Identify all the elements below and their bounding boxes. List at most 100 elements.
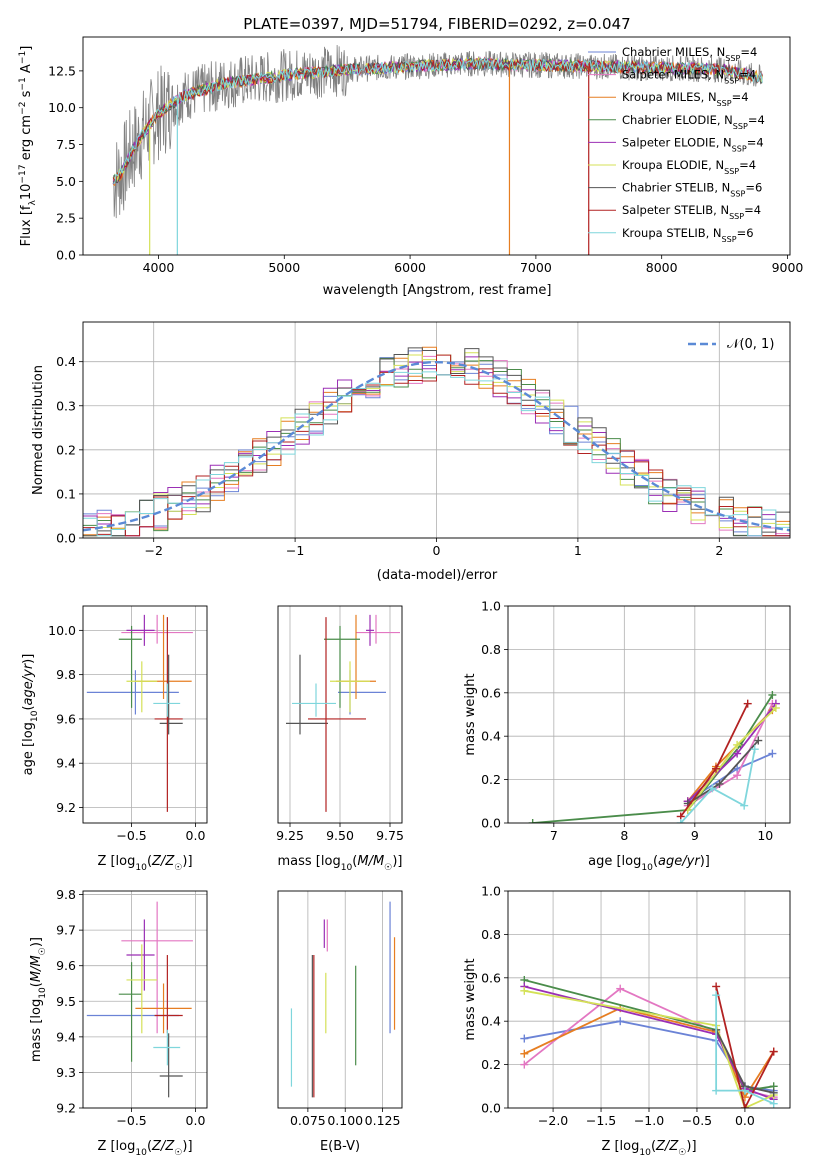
x-tick-label: 4000 <box>143 260 175 275</box>
y-tick-label: 10.0 <box>48 623 76 638</box>
data-point-6 <box>159 1033 183 1098</box>
axes: −0.5 0.0 9.2 9.3 9.4 9.5 9.6 9.7 9.8 <box>56 887 205 1128</box>
label-part: Z/Z <box>151 1139 175 1154</box>
y-tick-label: 0.0 <box>56 531 76 546</box>
y-tick-label: 9.6 <box>56 711 76 726</box>
data-point-8 <box>292 683 336 717</box>
plot-area <box>286 614 400 812</box>
y-axis-label: mass weight <box>463 958 478 1040</box>
x-tick-label: 9.25 <box>276 828 304 843</box>
axes-frame <box>82 36 791 256</box>
label-part: Kroupa ELODIE, N <box>622 158 724 172</box>
label-part: −17 <box>18 164 28 183</box>
data-point-7 <box>308 617 366 812</box>
y-tick-label: 0.8 <box>481 927 501 942</box>
y-tick-label: 0.4 <box>56 354 76 369</box>
y-tick-label: 0.8 <box>481 642 501 657</box>
label-part: =4 <box>732 90 749 104</box>
plot-area <box>528 690 780 823</box>
label-part: ( <box>352 854 357 869</box>
label-part: Kroupa STELIB, N <box>622 226 722 240</box>
y-axis-label: Normed distribution <box>31 365 46 495</box>
y-tick-label: 9.4 <box>56 756 76 771</box>
label-part: =6 <box>737 226 754 240</box>
label-part: ( <box>147 854 152 869</box>
label-part: age/yr <box>21 662 36 705</box>
y-tick-label: 0.1 <box>56 486 76 501</box>
y-tick-label: 9.3 <box>56 1065 76 1080</box>
label-part: )] <box>29 937 44 947</box>
plot-area <box>86 901 193 1098</box>
series-line-7 <box>715 986 775 1108</box>
label-part: )] <box>182 854 192 869</box>
x-tick-label: −0.5 <box>682 1113 712 1128</box>
y-tick-label: 0.2 <box>481 772 501 787</box>
model-spectrum-8 <box>113 57 763 184</box>
y-axis-label: mass weight <box>463 673 478 755</box>
label-part: age [log <box>588 854 641 869</box>
y-tick-label: 0.6 <box>481 970 501 985</box>
legend-entry: Chabrier MILES, NSSP=4 <box>622 45 757 63</box>
y-tick-label: 9.8 <box>56 667 76 682</box>
axes: 9.25 9.50 9.75 <box>276 823 404 843</box>
data-point-3 <box>118 962 142 1062</box>
label-part: SSP <box>724 167 739 176</box>
series-line-5 <box>524 989 775 1108</box>
x-axis-label: (data-model)/error <box>377 568 498 583</box>
label-part: A <box>19 64 34 77</box>
label-part: =4 <box>744 203 761 217</box>
axes-frame <box>507 890 791 1109</box>
label-part: =4 <box>748 113 765 127</box>
x-tick-label: −1 <box>286 543 304 558</box>
label-part: ☉ <box>384 863 392 873</box>
axes-frame <box>82 321 791 539</box>
label-part: mass [log <box>278 854 341 869</box>
y-tick-label: 12.5 <box>48 63 76 78</box>
label-part: )] <box>182 1139 192 1154</box>
y-tick-label: 9.4 <box>56 1029 76 1044</box>
panel-residuals: −2 −1 0 1 2 0.0 0.1 0.2 0.3 0.4 𝒩(0, 1) (data-model… <box>31 321 791 583</box>
label-part: =6 <box>745 181 762 195</box>
label-part: ( <box>651 1139 656 1154</box>
label-part: −1 <box>18 51 28 64</box>
x-axis-label: age [log10(age/yr)] <box>588 854 710 873</box>
x-tick-label: −2.0 <box>538 1113 568 1128</box>
legend-entry: 𝒩(0, 1) <box>727 337 774 352</box>
label-part: Flux [f <box>19 205 34 246</box>
plot-area <box>290 901 396 1098</box>
plot-area <box>520 975 778 1108</box>
x-tick-label: 0.075 <box>290 1113 326 1128</box>
x-tick-label: 9000 <box>772 260 804 275</box>
label-part: 10 <box>30 710 40 722</box>
label-part: E(B-V) <box>320 1139 360 1154</box>
x-axis-label: mass [log10(M/M☉)] <box>278 854 403 873</box>
grid-lines <box>83 606 207 823</box>
x-axis-label: Z [log10(Z/Z☉)] <box>97 1139 192 1158</box>
label-part: mass [log <box>29 999 44 1062</box>
axes-frame <box>277 890 403 1109</box>
label-part: SSP <box>722 234 737 243</box>
y-tick-label: 0.2 <box>56 442 76 457</box>
label-part: SSP <box>733 121 748 130</box>
series-line-3 <box>532 694 774 823</box>
x-tick-label: 1 <box>574 543 582 558</box>
panel-age_vs_Z: −0.5 0.09.29.49.69.810.0Z [log10(Z/Z☉)]ag… <box>21 605 208 873</box>
x-tick-label: 9.50 <box>326 828 354 843</box>
axes-frame <box>82 890 208 1109</box>
x-tick-label: −1.5 <box>586 1113 616 1128</box>
legend-entry: Chabrier ELODIE, NSSP=4 <box>622 113 765 131</box>
label-part: 10 <box>38 987 48 999</box>
y-tick-label: 0.2 <box>481 1057 501 1072</box>
legend-entry: Kroupa STELIB, NSSP=6 <box>622 226 754 244</box>
x-tick-label: 8000 <box>646 260 678 275</box>
data-point-0 <box>86 670 179 715</box>
x-tick-label: 0.125 <box>365 1113 401 1128</box>
label-part: =4 <box>740 45 757 59</box>
label-part: 10 <box>641 863 653 873</box>
y-tick-label: 5.0 <box>56 174 76 189</box>
data-point-5 <box>330 661 370 713</box>
label-part: )] <box>686 1139 696 1154</box>
x-axis-label: E(B-V) <box>320 1139 360 1154</box>
label-part: wavelength [Angstrom, rest frame] <box>323 283 552 298</box>
